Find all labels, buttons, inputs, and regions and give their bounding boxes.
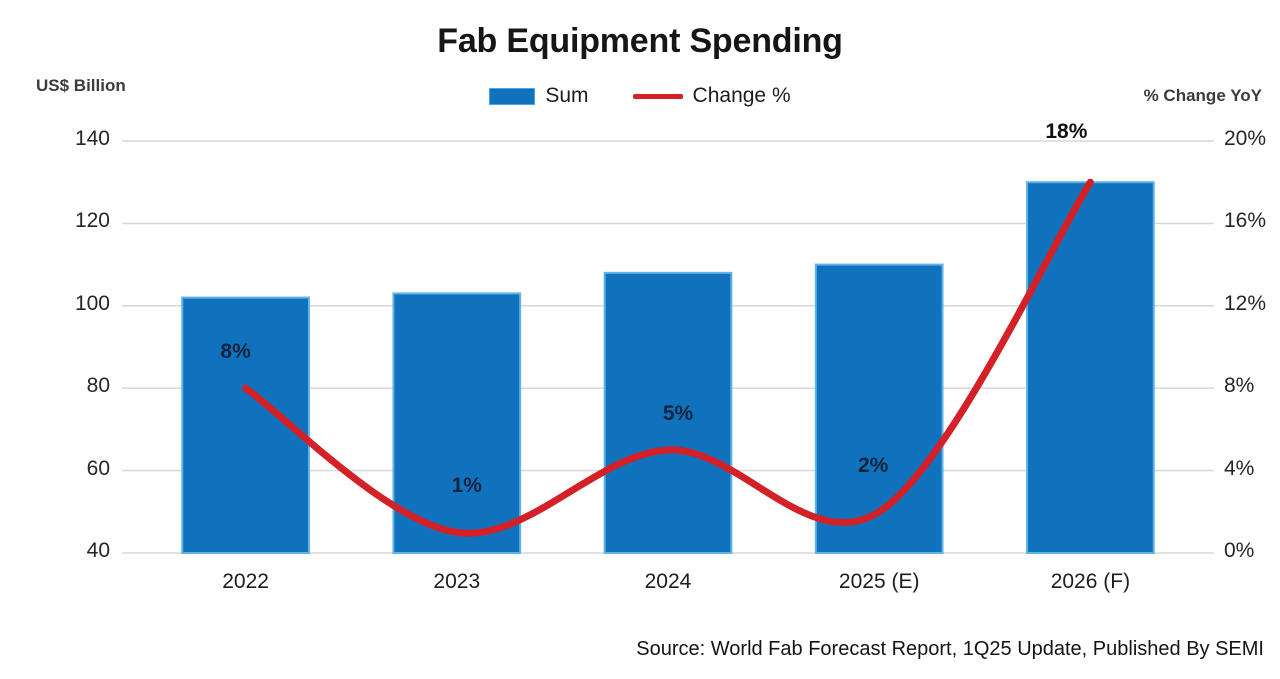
bar-swatch-icon	[489, 87, 536, 105]
line-data-label: 2%	[858, 453, 889, 477]
bar-2023	[392, 292, 522, 554]
bar-2024	[603, 271, 733, 554]
x-axis-label: 2026 (F)	[1050, 570, 1131, 593]
change-percent-line	[242, 178, 1094, 537]
line-swatch-icon	[632, 93, 683, 99]
right-axis-tick-label: 12%	[1224, 291, 1267, 315]
bar-series	[181, 181, 1155, 554]
right-axis-tick-label: 0%	[1224, 539, 1255, 562]
left-axis-tick-marks	[122, 140, 140, 554]
right-axis-tick-label: 4%	[1224, 456, 1255, 480]
chart-title: Fab Equipment Spending	[437, 22, 843, 60]
right-axis-tick-marks	[1196, 140, 1214, 554]
left-axis-title: US$ Billion	[36, 76, 126, 95]
source-note: Source: World Fab Forecast Report, 1Q25 …	[636, 638, 1264, 660]
left-axis-tick-label: 140	[74, 127, 110, 150]
x-axis-label: 2025 (E)	[838, 570, 920, 593]
line-data-label: 8%	[220, 340, 251, 364]
left-axis-tick-label: 120	[74, 209, 110, 233]
right-axis-tick-label: 20%	[1224, 127, 1267, 150]
x-axis-label: 2022	[222, 570, 269, 593]
right-axis-tick-label: 8%	[1224, 374, 1255, 398]
legend-item-sum[interactable]: Sum	[489, 84, 589, 108]
x-axis-label: 2024	[644, 570, 692, 593]
left-axis-tick-label: 40	[86, 539, 110, 562]
bar-2025-e-	[814, 263, 944, 554]
left-axis-tick-label: 100	[74, 291, 110, 315]
chart-legend: Sum Change %	[0, 84, 1280, 108]
legend-label-sum: Sum	[545, 84, 589, 107]
line-data-label: 1%	[451, 474, 482, 498]
legend-item-change[interactable]: Change %	[632, 84, 791, 108]
line-data-label: 5%	[662, 402, 694, 425]
line-data-label: 18%	[1045, 120, 1088, 144]
left-axis-tick-label: 60	[86, 456, 110, 480]
right-axis-title: % Change YoY	[1143, 86, 1262, 105]
bar-2026-f-	[1026, 181, 1155, 554]
x-axis-label: 2023	[433, 570, 481, 593]
legend-label-change: Change %	[692, 84, 791, 107]
left-axis-tick-label: 80	[86, 374, 110, 398]
right-axis-tick-label: 16%	[1224, 209, 1267, 233]
